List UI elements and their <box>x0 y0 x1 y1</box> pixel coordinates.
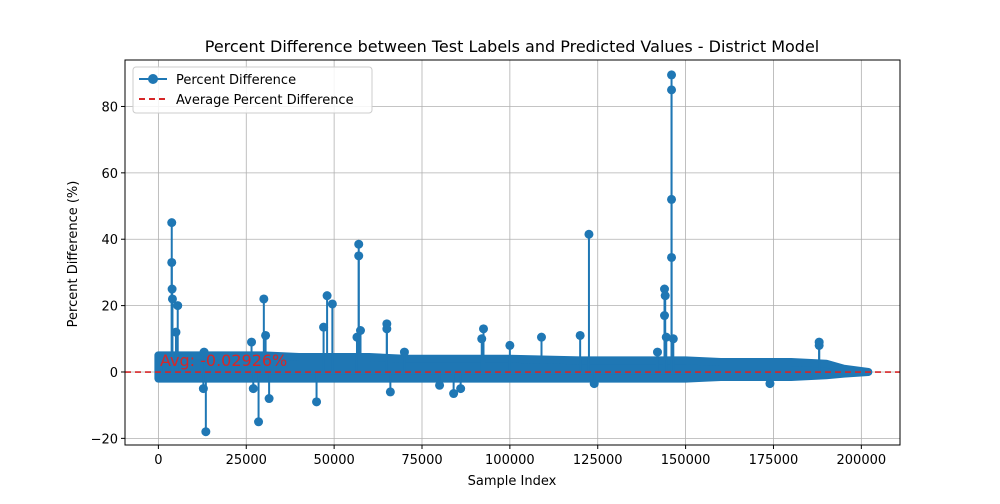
series-point <box>667 85 677 95</box>
x-tick-label: 125000 <box>573 453 623 468</box>
legend: Percent Difference Average Percent Diffe… <box>132 66 373 114</box>
series-point <box>667 252 677 262</box>
series-point <box>449 389 459 399</box>
series-point <box>765 379 775 389</box>
series-point <box>261 330 271 340</box>
axes-frame <box>124 59 901 446</box>
series-point <box>254 417 264 427</box>
series-point <box>575 330 585 340</box>
series-point <box>199 347 209 357</box>
series-point <box>505 340 515 350</box>
series-point <box>399 347 409 357</box>
series-point <box>355 325 365 335</box>
series-point <box>327 299 337 309</box>
series-point <box>312 397 322 407</box>
series-point <box>660 284 670 294</box>
series-point <box>667 70 677 80</box>
series-point <box>435 380 445 390</box>
series-point <box>382 324 392 334</box>
x-tick-label: 0 <box>154 453 162 468</box>
series-point <box>167 294 177 304</box>
y-tick-label: 0 <box>110 366 118 381</box>
legend-marker-percent-difference <box>148 74 158 84</box>
x-tick-label: 50000 <box>313 453 354 468</box>
series-point <box>354 251 364 261</box>
series-point <box>660 291 670 301</box>
series-point <box>652 347 662 357</box>
series-point <box>661 332 671 342</box>
series-point <box>167 284 177 294</box>
y-tick-label: 20 <box>101 300 118 315</box>
series-point <box>667 194 677 204</box>
series-point <box>589 379 599 389</box>
series-point <box>584 229 594 239</box>
series-point <box>173 301 183 311</box>
series-point <box>814 340 824 350</box>
series-point <box>259 294 269 304</box>
series-point <box>479 324 489 334</box>
legend-label-average: Average Percent Difference <box>176 93 354 108</box>
x-tick-label: 150000 <box>661 453 711 468</box>
series-point <box>201 427 211 437</box>
chart-title: Percent Difference between Test Labels a… <box>205 37 820 56</box>
series-point <box>456 384 466 394</box>
x-tick-label: 100000 <box>485 453 535 468</box>
plot-area: 0 25000 50000 75000 100000 125000 150000 175000… <box>91 59 901 468</box>
series-point <box>477 334 487 344</box>
series-point <box>171 327 181 337</box>
y-tick-label: −20 <box>91 432 118 447</box>
x-tick-label: 75000 <box>401 453 442 468</box>
series-point <box>536 332 546 342</box>
average-annotation: Avg: -0.02926% <box>160 351 287 370</box>
legend-label-percent-difference: Percent Difference <box>176 73 296 88</box>
series-point <box>660 311 670 321</box>
y-tick-label: 40 <box>101 233 118 248</box>
x-tick-label: 25000 <box>226 453 267 468</box>
series-point <box>264 394 274 404</box>
series-point <box>668 334 678 344</box>
y-axis-label: Percent Difference (%) <box>66 181 81 328</box>
legend-box <box>132 66 373 114</box>
series-point <box>385 387 395 397</box>
series-point <box>319 322 329 332</box>
series-point <box>167 218 177 228</box>
x-tick-label: 200000 <box>837 453 887 468</box>
x-tick-label: 175000 <box>749 453 799 468</box>
series-point <box>167 257 177 267</box>
series-point <box>322 291 332 301</box>
x-axis-label: Sample Index <box>468 474 557 489</box>
series-point <box>247 337 257 347</box>
series-point <box>354 239 364 249</box>
series-point <box>248 384 258 394</box>
y-tick-label: 80 <box>101 100 118 115</box>
y-tick-label: 60 <box>101 167 118 182</box>
